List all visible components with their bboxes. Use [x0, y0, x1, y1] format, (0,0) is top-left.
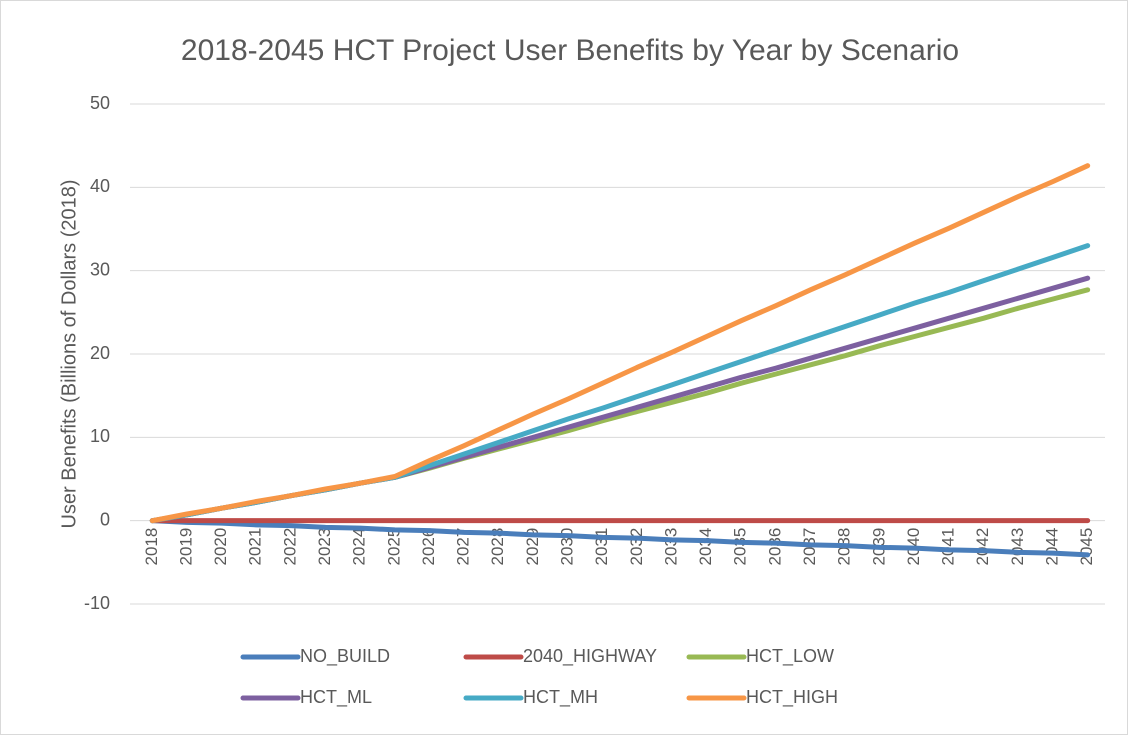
y-tick-label: 0 [100, 509, 110, 529]
x-tick-label: 2044 [1043, 528, 1062, 566]
legend-label: HCT_ML [300, 687, 372, 708]
y-tick-label: 10 [90, 426, 110, 446]
x-tick-label: 2024 [350, 528, 369, 566]
x-tick-label: 2043 [1008, 528, 1027, 566]
y-tick-label: 30 [90, 259, 110, 279]
x-tick-label: 2042 [973, 528, 992, 566]
x-tick-label: 2041 [939, 528, 958, 566]
x-tick-label: 2035 [731, 528, 750, 566]
y-tick-label: 40 [90, 176, 110, 196]
x-tick-label: 2027 [454, 528, 473, 566]
y-axis-label: User Benefits (Billions of Dollars (2018… [58, 179, 80, 528]
x-tick-label: 2028 [488, 528, 507, 566]
chart-title: 2018-2045 HCT Project User Benefits by Y… [181, 34, 959, 67]
x-tick-label: 2019 [176, 528, 195, 566]
legend-label: HCT_LOW [746, 646, 834, 667]
y-tick-label: -10 [84, 593, 110, 613]
x-tick-label: 2031 [592, 528, 611, 566]
legend-label: 2040_HIGHWAY [523, 646, 657, 667]
x-tick-label: 2018 [142, 528, 161, 566]
legend-label: HCT_HIGH [746, 687, 838, 708]
x-tick-label: 2023 [315, 528, 334, 566]
x-tick-label: 2033 [661, 528, 680, 566]
x-tick-label: 2021 [246, 528, 265, 566]
x-tick-label: 2022 [280, 528, 299, 566]
legend-label: NO_BUILD [300, 646, 390, 667]
x-tick-label: 2036 [765, 528, 784, 566]
x-tick-label: 2034 [696, 528, 715, 566]
x-tick-label: 2020 [211, 528, 230, 566]
y-tick-label: 50 [90, 93, 110, 113]
x-tick-label: 2032 [627, 528, 646, 566]
legend-label: HCT_MH [523, 687, 598, 708]
x-tick-label: 2045 [1077, 528, 1096, 566]
x-tick-label: 2025 [384, 528, 403, 566]
series-line [149, 518, 1091, 558]
y-tick-label: 20 [90, 343, 110, 363]
series-line [149, 163, 1091, 524]
x-tick-label: 2026 [419, 528, 438, 566]
